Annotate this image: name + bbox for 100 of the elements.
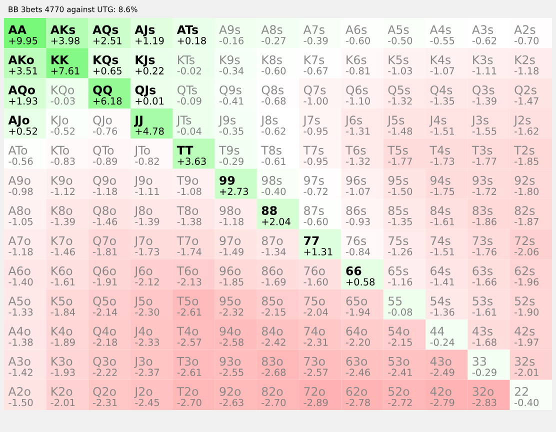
annotation: Q6s bbox=[346, 85, 368, 96]
data-label: -0.40 bbox=[262, 188, 286, 196]
annotation: A6o bbox=[8, 266, 30, 276]
annotation: 86s bbox=[346, 206, 366, 216]
annotation: QTo bbox=[93, 146, 114, 156]
annotation: 53o bbox=[388, 356, 410, 366]
data-label: -0.68 bbox=[262, 97, 286, 105]
data-label: -2.06 bbox=[514, 248, 539, 256]
annotation: 32o bbox=[472, 387, 494, 396]
annotation: 94o bbox=[220, 326, 241, 336]
annotation: K6s bbox=[346, 55, 366, 64]
annotation: J7o bbox=[134, 236, 152, 248]
data-label: -2.31 bbox=[304, 338, 328, 346]
annotation: QJo bbox=[93, 116, 112, 127]
data-label: +0.52 bbox=[9, 127, 38, 135]
annotation: 62s bbox=[514, 266, 535, 276]
annotation: 54o bbox=[388, 326, 410, 336]
annotation: A8o bbox=[8, 206, 30, 216]
annotation: KTs bbox=[178, 55, 194, 64]
annotation: T9o bbox=[176, 176, 198, 185]
annotation: 52o bbox=[388, 387, 410, 396]
data-label: -1.18 bbox=[93, 188, 118, 196]
data-label: -2.01 bbox=[50, 398, 75, 406]
annotation: J8s bbox=[260, 116, 278, 127]
data-label: -1.38 bbox=[177, 218, 202, 226]
annotation: 76s bbox=[346, 236, 366, 246]
annotation: A4s bbox=[430, 25, 451, 34]
annotation: KJs bbox=[136, 55, 155, 66]
annotation: 87s bbox=[304, 206, 324, 216]
annotation: 63o bbox=[346, 356, 368, 366]
data-label: -1.38 bbox=[8, 338, 33, 346]
annotation: 98s bbox=[262, 176, 282, 185]
annotation: Q9o bbox=[93, 176, 116, 186]
annotation: 64s bbox=[430, 266, 450, 276]
data-label: -1.66 bbox=[472, 278, 496, 286]
annotation: K8o bbox=[52, 206, 72, 216]
data-label: -0.55 bbox=[430, 36, 454, 44]
annotation: T3o bbox=[176, 356, 198, 366]
annotation: 84o bbox=[262, 326, 283, 336]
data-label: -2.61 bbox=[177, 368, 202, 376]
data-label: +7.61 bbox=[51, 67, 80, 74]
annotation: 88 bbox=[262, 206, 277, 216]
data-label: -2.01 bbox=[514, 368, 538, 376]
data-label: -2.22 bbox=[93, 368, 117, 376]
annotation: T7o bbox=[176, 236, 198, 246]
data-label: -1.81 bbox=[93, 248, 117, 256]
data-label: -0.56 bbox=[8, 158, 33, 165]
annotation: AKs bbox=[50, 25, 76, 34]
data-label: -0.52 bbox=[50, 127, 75, 135]
annotation: 52s bbox=[514, 296, 535, 306]
data-label: -2.18 bbox=[93, 338, 118, 346]
data-label: -1.50 bbox=[388, 188, 412, 196]
annotation: JJ bbox=[134, 116, 142, 127]
annotation: J6s bbox=[344, 116, 362, 127]
data-label: -0.24 bbox=[430, 338, 454, 346]
annotation: 86o bbox=[262, 266, 283, 276]
data-label: -1.03 bbox=[388, 67, 412, 74]
data-label: -2.12 bbox=[135, 278, 159, 286]
data-label: -2.04 bbox=[304, 308, 328, 316]
data-label: -1.18 bbox=[514, 67, 539, 74]
data-label: -1.60 bbox=[304, 278, 328, 286]
data-label: +3.63 bbox=[178, 158, 206, 165]
data-label: +9.95 bbox=[9, 36, 38, 44]
data-label: -1.35 bbox=[388, 218, 412, 226]
annotation: 74s bbox=[430, 236, 450, 246]
annotation: J7s bbox=[302, 116, 320, 127]
data-label: -1.46 bbox=[50, 248, 75, 256]
annotation: Q4o bbox=[93, 326, 116, 337]
annotation: Q8s bbox=[262, 85, 284, 96]
annotation: 95s bbox=[388, 176, 408, 185]
annotation: J9s bbox=[218, 116, 236, 127]
annotation: JTo bbox=[134, 146, 150, 157]
data-label: -1.07 bbox=[430, 67, 454, 74]
data-label: -1.10 bbox=[346, 97, 370, 105]
annotation: 43o bbox=[430, 356, 452, 366]
data-label: +2.73 bbox=[220, 188, 248, 196]
annotation: A6s bbox=[346, 25, 367, 34]
annotation: AJs bbox=[134, 25, 155, 36]
data-label: +0.58 bbox=[346, 278, 375, 286]
data-label: +4.78 bbox=[136, 127, 164, 135]
annotation: K8s bbox=[262, 55, 282, 64]
data-label: -1.87 bbox=[514, 218, 538, 226]
annotation: 54s bbox=[430, 296, 450, 306]
annotation: KQs bbox=[94, 55, 118, 66]
annotation: Q4s bbox=[430, 85, 452, 96]
annotation: AQo bbox=[8, 85, 35, 96]
annotation: J2s bbox=[513, 116, 531, 127]
annotation: K7s bbox=[304, 55, 324, 64]
data-label: -1.85 bbox=[514, 158, 538, 165]
annotation: 83s bbox=[472, 206, 493, 216]
annotation: 65s bbox=[388, 266, 408, 276]
annotation: T4o bbox=[176, 326, 198, 336]
data-label: -0.60 bbox=[262, 67, 286, 74]
data-label: +2.51 bbox=[94, 36, 122, 44]
data-label: -1.55 bbox=[472, 128, 496, 135]
annotation: T8o bbox=[176, 206, 198, 216]
data-label: -1.16 bbox=[388, 278, 412, 286]
data-label: -0.82 bbox=[135, 158, 159, 165]
annotation: J3s bbox=[471, 116, 488, 127]
data-label: -1.69 bbox=[262, 278, 286, 286]
